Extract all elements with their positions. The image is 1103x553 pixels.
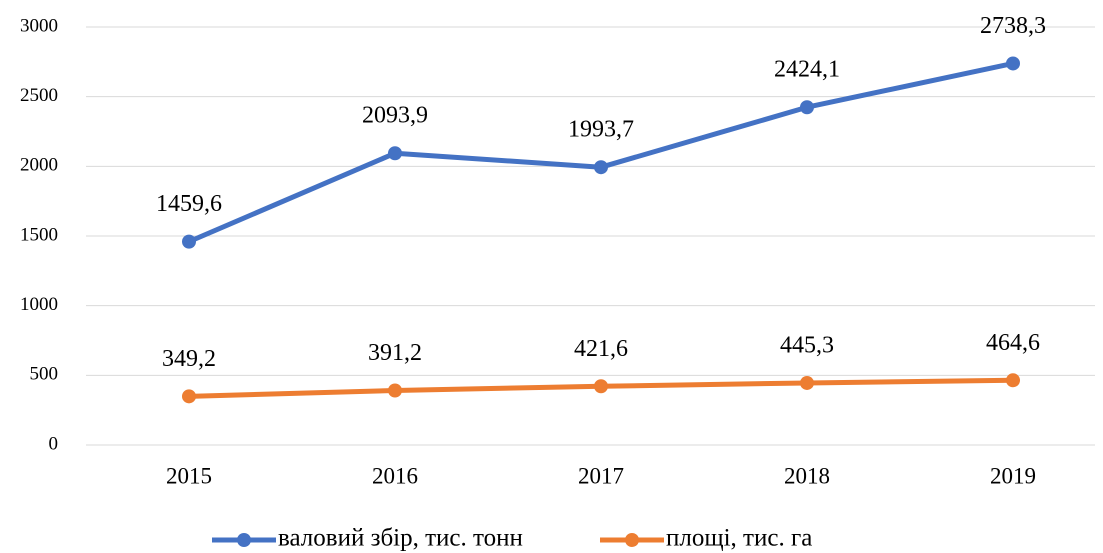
data-point: [594, 379, 608, 394]
data-label: 1459,6: [156, 191, 222, 217]
legend-marker: [237, 533, 251, 547]
series-line: [188, 61, 1014, 244]
data-point: [1006, 56, 1020, 71]
data-label: 2738,3: [980, 13, 1046, 39]
data-point: [594, 160, 608, 175]
y-tick-label: 0: [49, 433, 59, 454]
data-point: [388, 146, 402, 161]
data-point: [182, 389, 196, 404]
data-point: [388, 383, 402, 398]
x-tick-label: 2018: [784, 463, 830, 488]
y-tick-label: 1000: [20, 294, 58, 315]
legend-marker: [625, 533, 639, 547]
x-tick-label: 2019: [990, 463, 1036, 488]
data-label: 2424,1: [774, 57, 840, 83]
y-tick-label: 2000: [20, 155, 58, 176]
data-label: 2093,9: [362, 103, 428, 129]
data-point: [182, 234, 196, 249]
y-tick-label: 1500: [20, 224, 58, 245]
y-tick-label: 500: [30, 364, 59, 385]
data-label: 445,3: [780, 332, 834, 358]
y-tick-label: 3000: [20, 15, 58, 36]
x-tick-label: 2017: [578, 463, 624, 488]
legend-label: валовий збір, тис. тонн: [278, 525, 523, 552]
data-label: 391,2: [368, 340, 422, 366]
data-point: [800, 375, 814, 390]
x-tick-label: 2016: [372, 463, 418, 488]
legend-label: площі, тис. га: [666, 525, 812, 552]
data-point: [800, 100, 814, 115]
y-tick-label: 2500: [20, 85, 58, 106]
data-label: 1993,7: [568, 117, 634, 143]
data-label: 421,6: [574, 336, 628, 362]
x-tick-label: 2015: [166, 463, 212, 488]
data-point: [1006, 373, 1020, 388]
data-label: 349,2: [162, 346, 216, 372]
data-label: 464,6: [986, 330, 1040, 356]
